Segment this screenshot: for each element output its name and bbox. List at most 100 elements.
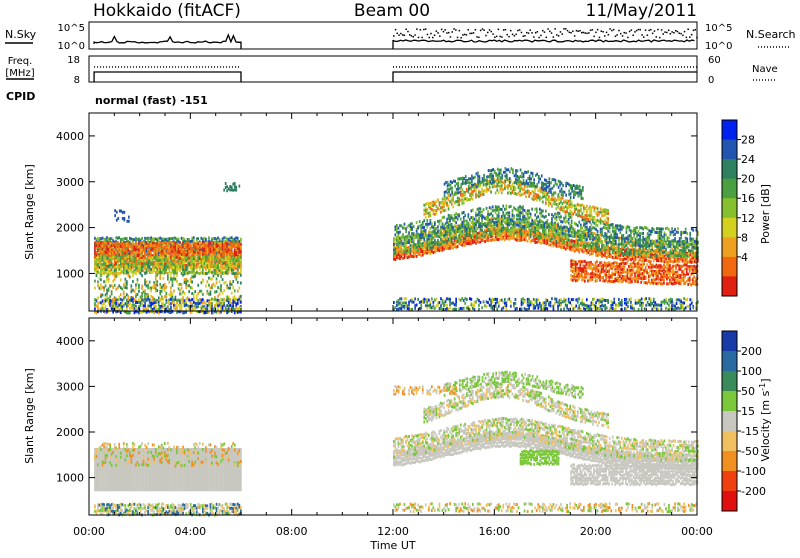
- power-cell: [644, 254, 646, 257]
- power-cell: [562, 235, 564, 238]
- power-cell: [507, 213, 509, 216]
- power-cell: [199, 257, 201, 260]
- power-cell: [632, 257, 634, 260]
- power-cell: [232, 239, 234, 242]
- nsearch-point: [517, 30, 519, 32]
- power-cell: [232, 305, 234, 308]
- power-cell: [131, 268, 133, 271]
- power-cell: [120, 263, 122, 266]
- power-cell: [155, 284, 157, 287]
- power-cell: [114, 305, 116, 308]
- power-cell: [194, 266, 196, 269]
- power-cell: [443, 234, 445, 237]
- power-cell: [211, 278, 213, 281]
- power-cell: [426, 219, 428, 222]
- power-cell: [208, 240, 210, 243]
- power-cell: [516, 214, 518, 217]
- power-cell: [228, 248, 230, 251]
- power-cell: [181, 237, 183, 240]
- power-cell: [117, 305, 119, 308]
- power-cell: [595, 242, 597, 245]
- power-cell: [187, 256, 189, 259]
- power-cell: [117, 245, 119, 248]
- power-cell: [577, 239, 579, 242]
- power-cell: [458, 214, 460, 217]
- power-cell: [159, 271, 161, 274]
- power-cell: [150, 263, 152, 266]
- nsearch-point: [652, 33, 654, 35]
- power-cell: [120, 307, 122, 310]
- power-cell: [196, 251, 198, 254]
- power-cell: [231, 236, 233, 239]
- power-cell: [461, 221, 463, 224]
- power-cell: [167, 259, 169, 262]
- power-cell: [170, 286, 172, 289]
- power-cell: [141, 287, 143, 290]
- power-cell: [137, 254, 139, 257]
- power-cell: [205, 302, 207, 305]
- power-cell: [156, 301, 158, 304]
- power-cell: [178, 245, 180, 248]
- power-cell: [140, 259, 142, 262]
- power-cell: [187, 269, 189, 272]
- power-cell: [97, 271, 99, 274]
- power-cell: [122, 217, 124, 220]
- power-cell: [210, 286, 212, 289]
- power-cell: [105, 238, 107, 241]
- power-cell: [463, 234, 465, 237]
- power-cell: [620, 249, 622, 252]
- power-cell: [578, 250, 580, 253]
- power-cell: [524, 209, 526, 212]
- power-cell: [522, 212, 524, 215]
- power-cell: [490, 218, 492, 221]
- power-cell: [175, 254, 177, 257]
- power-cell: [575, 232, 577, 235]
- power-cell: [228, 301, 230, 304]
- nsearch-point: [640, 29, 642, 31]
- power-cell: [210, 277, 212, 280]
- power-cell: [439, 229, 441, 232]
- power-cell: [208, 245, 210, 248]
- power-cell: [140, 263, 142, 266]
- power-cell: [513, 217, 515, 220]
- power-cell: [589, 247, 591, 250]
- power-cell: [425, 232, 427, 235]
- nsearch-point: [696, 37, 698, 39]
- power-cell: [578, 243, 580, 246]
- power-cell: [204, 253, 206, 256]
- power-cell: [234, 185, 236, 188]
- power-cell: [559, 234, 561, 237]
- power-cell: [680, 240, 682, 243]
- power-cell: [144, 292, 146, 295]
- nsearch-point: [558, 35, 560, 37]
- nsearch-point: [507, 34, 509, 36]
- power-cell: [426, 241, 428, 244]
- power-cell: [197, 255, 199, 258]
- power-cell: [167, 278, 169, 281]
- power-cell: [569, 243, 571, 246]
- power-cell: [173, 272, 175, 275]
- power-cell: [471, 234, 473, 237]
- power-cell: [521, 238, 523, 241]
- power-cell: [220, 244, 222, 247]
- power-cell: [140, 272, 142, 275]
- power-cell: [181, 283, 183, 286]
- nsearch-point: [444, 29, 446, 31]
- power-cell: [235, 251, 237, 254]
- power-cell: [191, 265, 193, 268]
- power-cell: [231, 292, 233, 295]
- power-cell: [448, 226, 450, 229]
- power-cell: [493, 232, 495, 235]
- power-cell: [431, 225, 433, 228]
- power-cell: [181, 298, 183, 301]
- power-cell: [458, 240, 460, 243]
- power-cell: [504, 214, 506, 217]
- nsearch-point: [625, 32, 627, 34]
- power-cell: [152, 271, 154, 274]
- power-cell: [118, 244, 120, 247]
- power-cell: [223, 189, 225, 192]
- power-cell: [193, 263, 195, 266]
- power-cell: [137, 261, 139, 264]
- power-cell: [140, 246, 142, 249]
- power-cell: [413, 237, 415, 240]
